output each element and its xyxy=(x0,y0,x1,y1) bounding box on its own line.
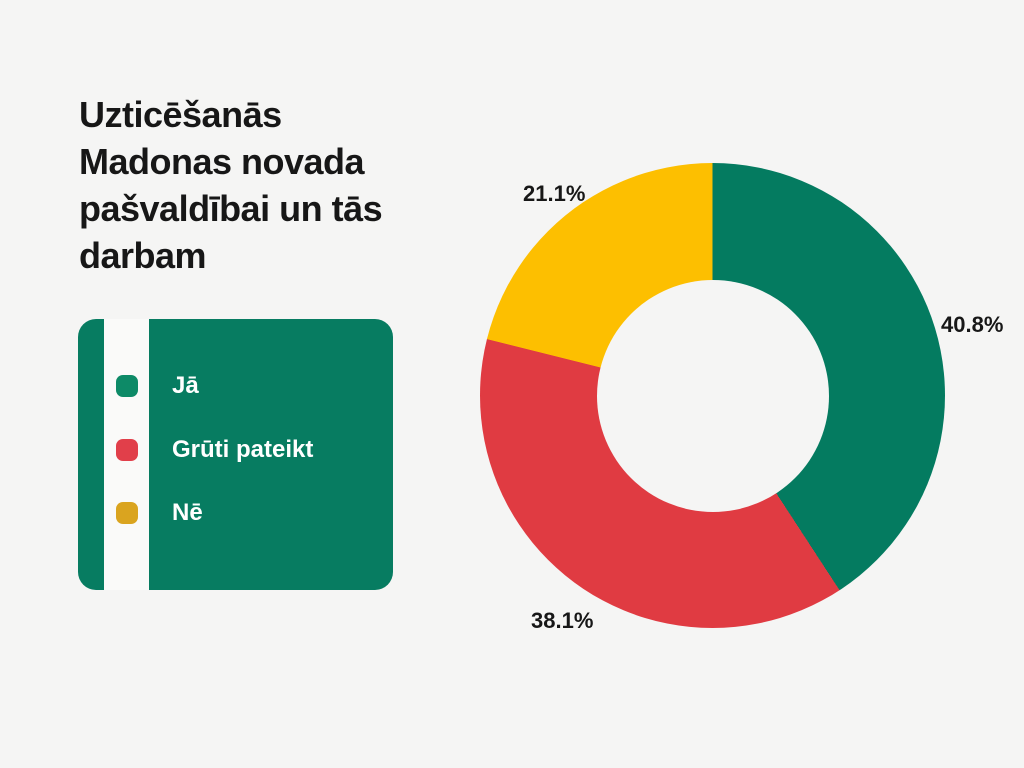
legend-label-ne: Nē xyxy=(172,499,203,526)
slice-label-gruti-pateikt: 38.1% xyxy=(531,608,594,633)
page-title: Uzticēšanās Madonas novada pašvaldībai u… xyxy=(79,94,383,276)
legend-swatch-green-icon xyxy=(116,375,138,397)
legend-card: Jā Grūti pateikt Nē xyxy=(78,319,393,590)
donut-chart xyxy=(480,163,945,628)
legend-swatch-yellow-icon xyxy=(116,502,138,524)
legend-swatch-red-icon xyxy=(116,439,138,461)
legend-label-gruti-pateikt: Grūti pateikt xyxy=(172,436,314,463)
legend-item-gruti-pateikt: Grūti pateikt xyxy=(116,436,314,463)
slice-label-ja: 40.8% xyxy=(941,312,1004,337)
legend-label-ja: Jā xyxy=(172,372,199,399)
donut-hole xyxy=(596,279,829,512)
legend-item-ne: Nē xyxy=(116,499,203,526)
slice-label-ne: 21.1% xyxy=(523,181,586,206)
legend-item-ja: Jā xyxy=(116,372,199,399)
